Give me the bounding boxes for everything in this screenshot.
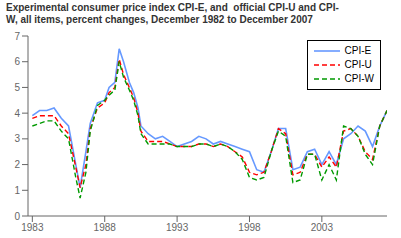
html-text:Experimental consumer price in: Experimental consumer price index CPI-E,… (6, 2, 339, 13)
svg-text:3: 3 (14, 133, 20, 144)
svg-text:2003: 2003 (311, 222, 334, 233)
html-text:W, all items, percent changes,: W, all items, percent changes, December … (6, 14, 313, 25)
html-text:CPI-E: CPI-E (344, 45, 372, 56)
svg-text:1993: 1993 (166, 222, 189, 233)
svg-text:7: 7 (14, 31, 20, 42)
svg-text:1998: 1998 (238, 222, 261, 233)
svg-text:6: 6 (14, 56, 20, 67)
svg-text:5: 5 (14, 82, 20, 93)
html-text:CPI-U: CPI-U (344, 59, 372, 70)
svg-text:1983: 1983 (21, 222, 44, 233)
svg-text:4: 4 (14, 108, 20, 119)
svg-text:2: 2 (14, 159, 20, 170)
svg-text:0: 0 (14, 211, 20, 222)
svg-text:1988: 1988 (94, 222, 117, 233)
html-text:CPI-W: CPI-W (344, 73, 374, 84)
svg-text:1: 1 (14, 185, 20, 196)
